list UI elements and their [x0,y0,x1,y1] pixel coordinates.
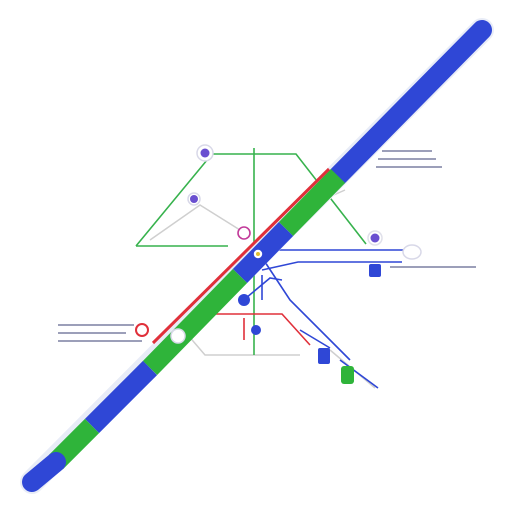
station-icon [341,366,354,384]
pin-icon [251,325,261,335]
pin-icon [196,144,214,162]
pin-icon [367,230,383,246]
blue-route [245,249,405,389]
node-icon [170,328,186,344]
label-top-right [376,150,442,168]
label-left [58,324,142,342]
node-icon [252,248,264,260]
pin-icon [238,294,250,306]
stations [135,144,422,384]
node-icon [135,323,149,337]
red-route [186,313,311,346]
node-icon [237,226,251,240]
node-icon [402,244,422,260]
station-icon [318,348,330,364]
pin-icon [187,192,201,206]
station-icon [369,264,381,277]
label-mid-right [390,266,476,268]
